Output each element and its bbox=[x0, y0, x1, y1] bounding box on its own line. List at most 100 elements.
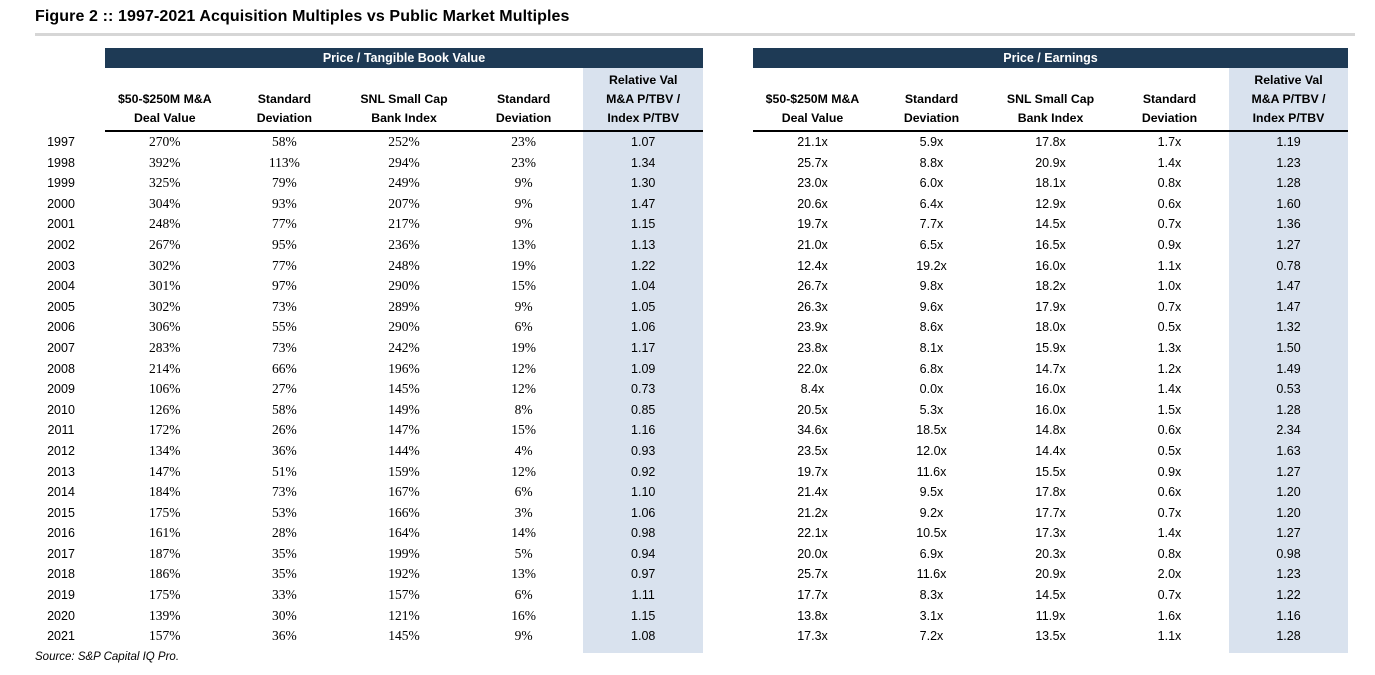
table-cell: 392% bbox=[149, 154, 181, 170]
table-cell: 5% bbox=[514, 545, 533, 561]
table-cell: 242% bbox=[388, 339, 420, 355]
table-cell: 1.0x bbox=[1157, 279, 1182, 294]
table-row: 267% 95% 236% 13% 1.13 bbox=[105, 235, 703, 256]
table-row: 270% 58% 252% 23% 1.07 bbox=[105, 132, 703, 153]
year-label: 1997 bbox=[47, 135, 75, 149]
table-cell: 1.09 bbox=[631, 361, 656, 376]
table-price-tangible-book-value: Price / Tangible Book Value $50-$250M M&… bbox=[105, 48, 703, 653]
table-cell: 23% bbox=[511, 134, 536, 149]
table-cell: 19.7x bbox=[797, 464, 828, 479]
table-cell: 12.9x bbox=[1035, 196, 1066, 211]
table-cell: 23.9x bbox=[797, 320, 828, 335]
table-cell: 15% bbox=[511, 278, 536, 294]
table-cell: 15% bbox=[511, 422, 536, 438]
table-cell: 11.6x bbox=[916, 567, 947, 582]
column-header-line: Index P/TBV bbox=[1252, 111, 1325, 125]
table-cell: 1.04 bbox=[631, 279, 656, 294]
table-cell: 12% bbox=[511, 381, 536, 397]
year-label: 2015 bbox=[47, 505, 75, 520]
table-body: 270% 58% 252% 23% 1.07 392% 113% 294% 23% 1.34 325… bbox=[105, 132, 703, 647]
table-cell: 217% bbox=[388, 216, 420, 232]
title-divider bbox=[35, 33, 1355, 36]
table-cell: 0.7x bbox=[1157, 217, 1182, 232]
table-cell: 11.9x bbox=[1035, 608, 1066, 623]
year-label: 1998 bbox=[47, 155, 75, 170]
table-row: 21.4x 9.5x 17.8x 0.6x 1.20 bbox=[753, 482, 1348, 503]
table-cell: 252% bbox=[388, 134, 420, 149]
table-cell: 21.1x bbox=[797, 135, 828, 149]
table-cell: 0.7x bbox=[1157, 299, 1182, 314]
table-row: 306% 55% 290% 6% 1.06 bbox=[105, 317, 703, 338]
table-cell: 6% bbox=[514, 587, 533, 603]
table-cell: 25.7x bbox=[797, 155, 828, 170]
table-cell: 17.8x bbox=[1035, 485, 1066, 500]
table-cell: 1.28 bbox=[1276, 629, 1301, 644]
table-cell: 157% bbox=[388, 587, 420, 603]
table-cell: 0.6x bbox=[1157, 196, 1182, 211]
year-label: 2016 bbox=[47, 526, 75, 541]
table-cell: 147% bbox=[388, 422, 420, 438]
table-cell: 17.7x bbox=[797, 588, 828, 603]
table-cell: 8.6x bbox=[919, 320, 944, 335]
year-label: 1999 bbox=[47, 176, 75, 191]
table-cell: 13.8x bbox=[797, 608, 828, 623]
table-group-header: Price / Tangible Book Value bbox=[105, 48, 703, 68]
table-cell: 73% bbox=[272, 339, 297, 355]
table-cell: 1.32 bbox=[1276, 320, 1301, 335]
table-cell: 20.9x bbox=[1035, 567, 1066, 582]
table-row: 21.2x 9.2x 17.7x 0.7x 1.20 bbox=[753, 503, 1348, 524]
table-cell: 5.9x bbox=[919, 135, 944, 149]
table-cell: 1.6x bbox=[1157, 608, 1182, 623]
table-cell: 14.5x bbox=[1035, 217, 1066, 232]
table-row: 25.7x 8.8x 20.9x 1.4x 1.23 bbox=[753, 153, 1348, 174]
table-row: 19.7x 7.7x 14.5x 0.7x 1.36 bbox=[753, 214, 1348, 235]
table-cell: 13% bbox=[511, 566, 536, 582]
table-cell: 1.23 bbox=[1276, 567, 1301, 582]
table-row: 301% 97% 290% 15% 1.04 bbox=[105, 276, 703, 297]
table-cell: 207% bbox=[388, 195, 420, 211]
table-cell: 1.16 bbox=[1276, 608, 1301, 623]
table-cell: 0.73 bbox=[631, 382, 656, 397]
table-cell: 157% bbox=[149, 628, 181, 644]
year-label: 2002 bbox=[47, 237, 75, 252]
table-cell: 166% bbox=[388, 504, 420, 520]
table-cell: 302% bbox=[149, 298, 181, 314]
table-cell: 6.8x bbox=[919, 361, 944, 376]
table-cell: 139% bbox=[149, 607, 181, 623]
table-cell: 21.0x bbox=[797, 237, 828, 252]
column-header-line: Deviation bbox=[495, 111, 552, 125]
table-cell: 18.2x bbox=[1035, 279, 1066, 294]
table-row: 392% 113% 294% 23% 1.34 bbox=[105, 153, 703, 174]
table-cell: 270% bbox=[149, 134, 181, 149]
table-row: 161% 28% 164% 14% 0.98 bbox=[105, 523, 703, 544]
table-cell: 1.11 bbox=[631, 588, 655, 603]
table-cell: 301% bbox=[149, 278, 181, 294]
table-cell: 14% bbox=[511, 525, 536, 541]
year-label: 2005 bbox=[47, 299, 75, 314]
year-label: 2019 bbox=[47, 588, 75, 603]
table-cell: 0.9x bbox=[1157, 237, 1182, 252]
table-cell: 19% bbox=[511, 257, 536, 273]
column-header-line: Deal Value bbox=[134, 111, 196, 125]
table-row: 134% 36% 144% 4% 0.93 bbox=[105, 441, 703, 462]
year-label: 2011 bbox=[47, 423, 75, 438]
table-cell: 1.1x bbox=[1157, 258, 1182, 273]
table-row: 139% 30% 121% 16% 1.15 bbox=[105, 606, 703, 627]
table-cell: 23.8x bbox=[797, 340, 828, 355]
table-cell: 1.27 bbox=[1276, 526, 1301, 541]
table-cell: 1.36 bbox=[1276, 217, 1301, 232]
table-row: 248% 77% 217% 9% 1.15 bbox=[105, 214, 703, 235]
table-cell: 187% bbox=[149, 545, 181, 561]
column-header: Standard Deviation bbox=[225, 68, 345, 130]
table-cell: 0.8x bbox=[1157, 546, 1182, 561]
table-cell: 25.7x bbox=[797, 567, 828, 582]
table-cell: 77% bbox=[272, 216, 297, 232]
table-cell: 16.0x bbox=[1035, 402, 1066, 417]
table-cell: 113% bbox=[268, 154, 300, 170]
column-header-line: Relative Val bbox=[1254, 73, 1323, 87]
table-cell: 0.98 bbox=[1276, 546, 1301, 561]
table-cell: 1.28 bbox=[1276, 402, 1301, 417]
table-cell: 22.0x bbox=[797, 361, 828, 376]
table-cell: 23% bbox=[511, 154, 536, 170]
column-header-line: $50-$250M M&A bbox=[117, 92, 212, 106]
